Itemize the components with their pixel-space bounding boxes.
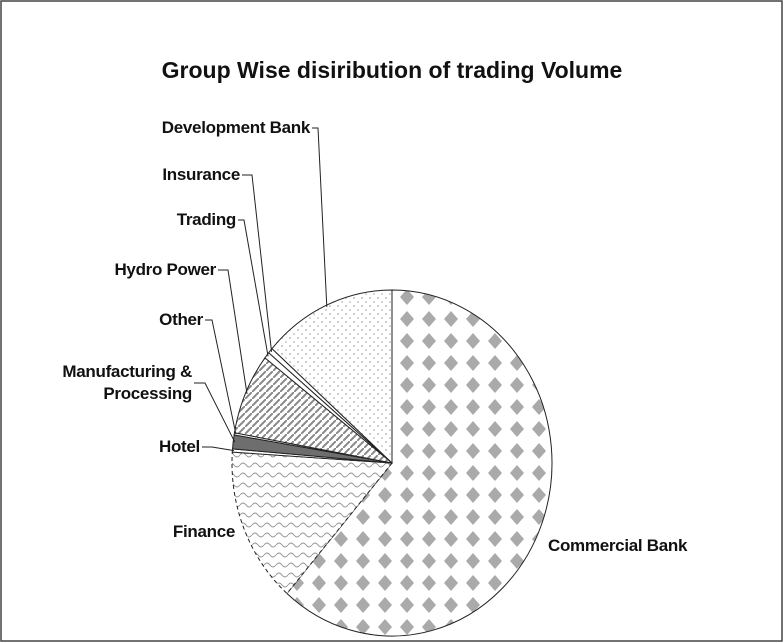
slice-label: Hotel xyxy=(158,437,200,456)
slice-label: Trading xyxy=(176,210,237,229)
slice-label: Manufacturing & Processing xyxy=(62,362,192,403)
leader-line xyxy=(205,319,237,435)
pie-slice xyxy=(231,451,393,595)
leader-line xyxy=(238,219,269,357)
slice-label: Insurance xyxy=(162,165,240,184)
slice-label: Commercial Bank xyxy=(548,536,688,555)
pie-slice xyxy=(271,289,393,465)
leaders xyxy=(194,127,328,452)
leader-line xyxy=(242,174,273,352)
pie xyxy=(231,289,553,637)
slice-label: Finance xyxy=(172,522,235,541)
slice-label: Development Bank xyxy=(161,118,311,137)
leader-line xyxy=(218,269,248,395)
leader-line xyxy=(202,446,235,452)
slice-label: Hydro Power xyxy=(114,260,216,279)
pie-slice xyxy=(286,289,553,637)
slice-label: Other xyxy=(159,310,203,329)
leader-line xyxy=(194,382,236,443)
leader-line xyxy=(312,127,328,307)
chart-title: Group Wise disiribution of trading Volum… xyxy=(162,57,623,83)
